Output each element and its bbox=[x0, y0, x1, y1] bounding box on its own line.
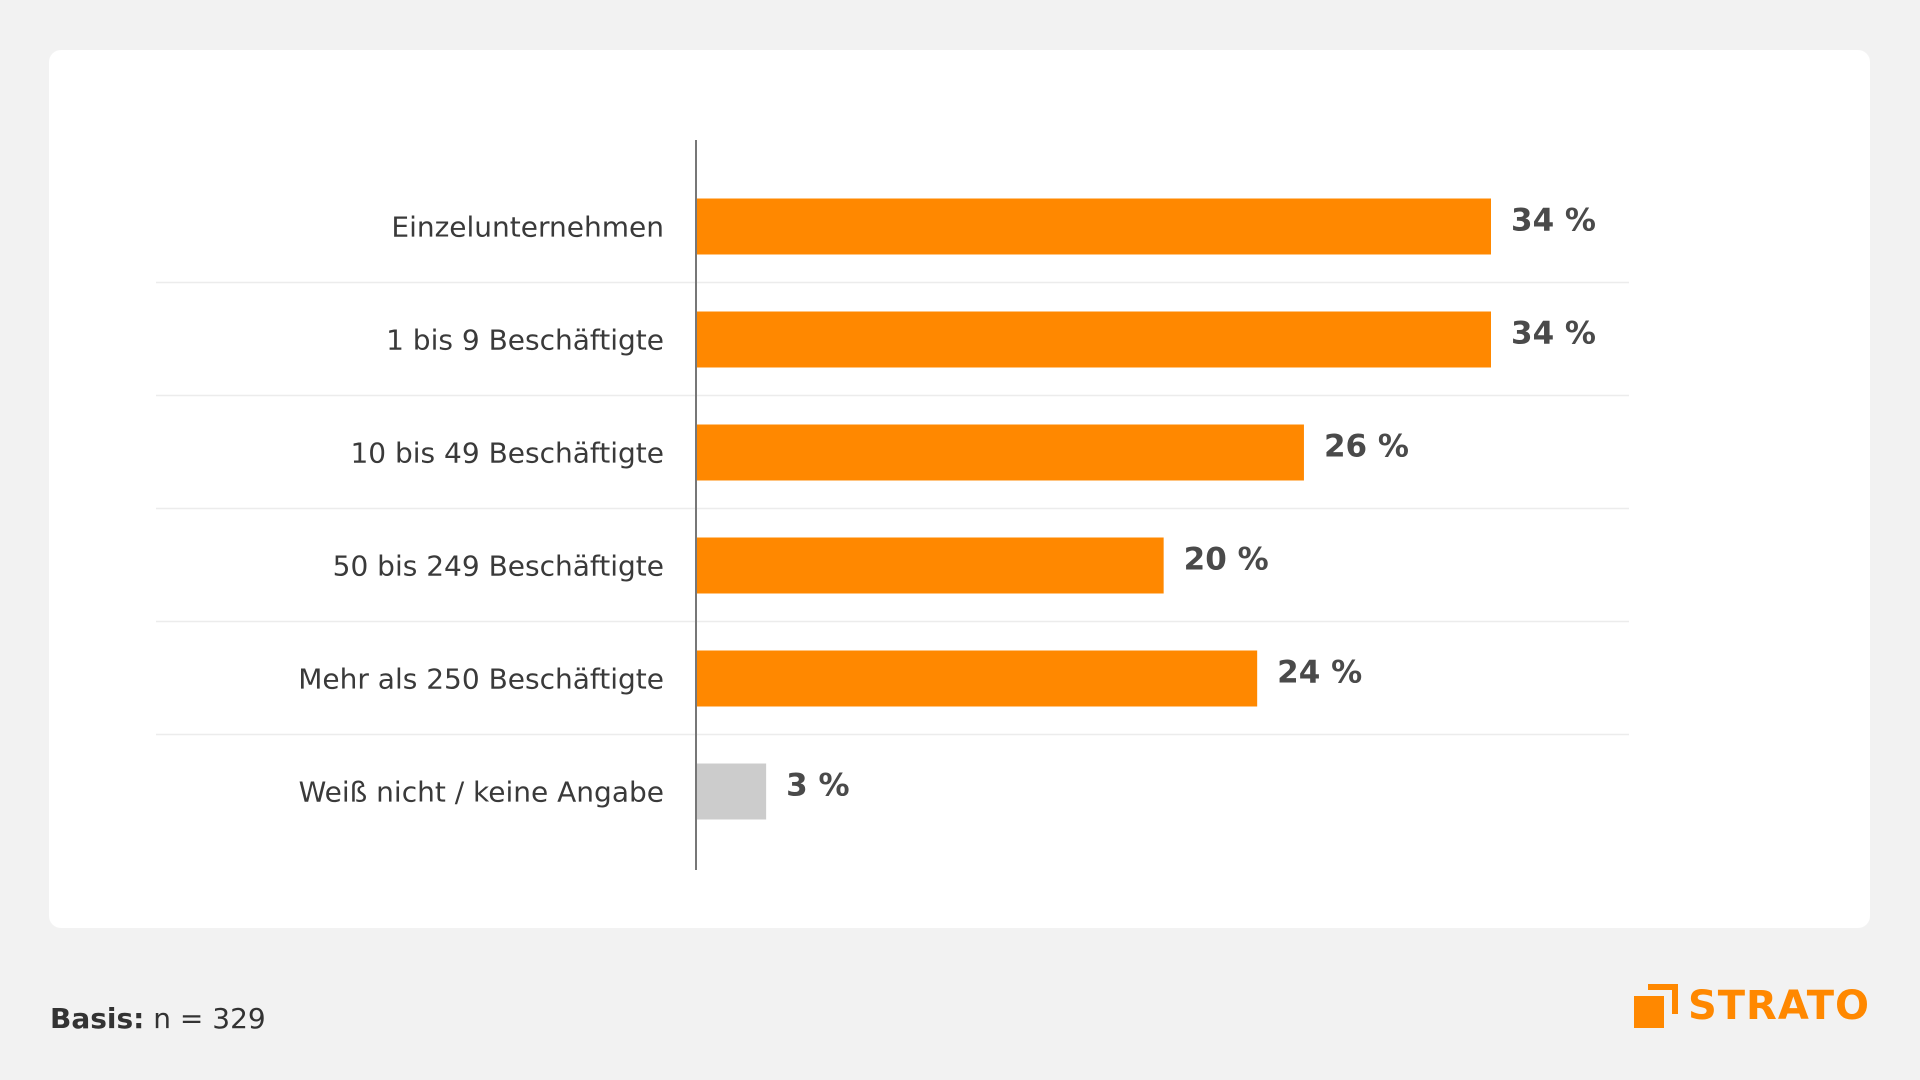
brand-name: STRATO bbox=[1687, 983, 1870, 1029]
value-label: 26 % bbox=[1324, 429, 1409, 465]
bar bbox=[696, 763, 767, 820]
value-label: 24 % bbox=[1277, 655, 1362, 691]
chart-card: Einzelunternehmen 34 % 1 bis 9 Beschäftigt… bbox=[49, 50, 1870, 928]
basis-key: Basis: bbox=[50, 1002, 145, 1035]
bar bbox=[696, 198, 1491, 255]
category-label: 1 bis 9 Beschäftigte bbox=[386, 324, 664, 357]
value-label: 3 % bbox=[786, 768, 849, 804]
bar-chart: Einzelunternehmen 34 % 1 bis 9 Beschäftigt… bbox=[156, 140, 1629, 870]
bar bbox=[696, 537, 1164, 594]
value-label: 34 % bbox=[1511, 316, 1596, 352]
category-label: 50 bis 249 Beschäftigte bbox=[333, 550, 664, 583]
bar bbox=[696, 650, 1258, 707]
category-label: 10 bis 49 Beschäftigte bbox=[350, 437, 664, 470]
value-label: 20 % bbox=[1184, 542, 1269, 578]
category-label: Weiß nicht / keine Angabe bbox=[299, 776, 664, 809]
value-label: 34 % bbox=[1511, 203, 1596, 239]
basis-footnote: Basis: n = 329 bbox=[50, 1002, 266, 1035]
bar bbox=[696, 424, 1304, 481]
category-label: Einzelunternehmen bbox=[391, 211, 664, 244]
basis-value: n = 329 bbox=[144, 1002, 266, 1035]
category-label: Mehr als 250 Beschäftigte bbox=[298, 663, 664, 696]
bar bbox=[696, 311, 1491, 368]
brand-logo: STRATO bbox=[1633, 983, 1870, 1029]
strato-logo-icon bbox=[1633, 984, 1678, 1028]
